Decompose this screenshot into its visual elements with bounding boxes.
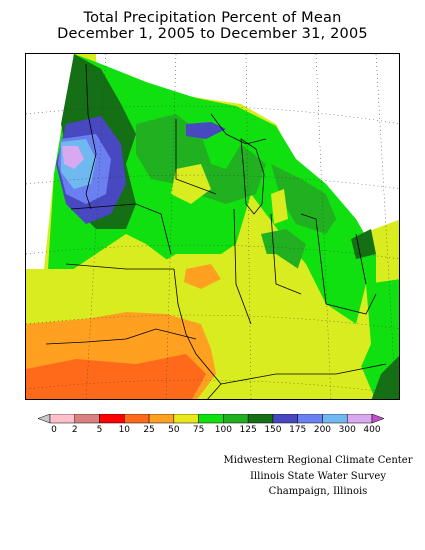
- legend-tick-label: 300: [338, 425, 356, 435]
- precipitation-map: [25, 53, 400, 400]
- legend-tick-label: 2: [71, 425, 78, 435]
- legend-tick-label: 0: [51, 425, 57, 435]
- region-yellow-michigan: [271, 189, 288, 224]
- credit-location: Champaign, Illinois: [268, 486, 368, 497]
- map-title-line1: Total Precipitation Percent of Mean: [83, 10, 342, 26]
- lake-michigan: [240, 138, 265, 215]
- region-blue-lake-superior: [186, 122, 226, 139]
- legend-tick-label: 25: [143, 425, 155, 435]
- legend-swatch: [346, 414, 373, 424]
- legend-swatch: [198, 414, 224, 424]
- state-borders: [45, 63, 387, 399]
- precipitation-map-svg: [26, 54, 399, 399]
- legend-swatch: [322, 414, 348, 424]
- legend-swatch: [272, 414, 298, 424]
- region-medgreen-michigan: [271, 164, 336, 234]
- credit-mrcc: Midwestern Regional Climate Center: [223, 455, 413, 466]
- legend-tick-label: 10: [118, 425, 131, 435]
- legend-tick-label: 125: [239, 425, 257, 435]
- legend-tick-label: 5: [96, 425, 103, 435]
- legend-swatch: [99, 414, 125, 424]
- legend-arrow-left: [38, 414, 51, 424]
- legend-swatch: [223, 414, 249, 424]
- legend-tick-label: 400: [363, 425, 381, 435]
- legend-swatch: [49, 414, 76, 424]
- legend-tick-label: 200: [313, 425, 332, 435]
- legend-swatch: [148, 414, 175, 424]
- legend-swatch: [173, 414, 199, 424]
- map-title-line2: December 1, 2005 to December 31, 2005: [57, 26, 368, 42]
- outside-domain-northeast: [96, 54, 399, 234]
- legend-tick-label: 150: [264, 425, 282, 435]
- outside-domain-left: [26, 54, 74, 269]
- legend-tick-label: 175: [289, 425, 307, 435]
- credit-isws: Illinois State Water Survey: [249, 471, 386, 482]
- color-legend: [38, 414, 384, 424]
- region-darkgreen-se: [371, 356, 399, 399]
- region-lavender-minnesota: [62, 146, 84, 169]
- legend-tick-label: 75: [192, 425, 205, 435]
- legend-swatch: [297, 414, 323, 424]
- legend-tick-label: 50: [168, 425, 180, 435]
- region-medgreen-wisconsin: [136, 114, 266, 204]
- legend-swatch: [124, 414, 150, 424]
- legend-swatch: [74, 414, 100, 424]
- legend-swatch: [247, 414, 274, 424]
- legend-tick-label: 100: [214, 425, 232, 435]
- region-darkgreen-ne: [351, 229, 376, 259]
- region-redorange-south: [26, 354, 206, 399]
- region-orange-illinois: [184, 264, 221, 289]
- legend-arrow-right: [371, 414, 384, 424]
- region-yellow-central: [171, 164, 211, 204]
